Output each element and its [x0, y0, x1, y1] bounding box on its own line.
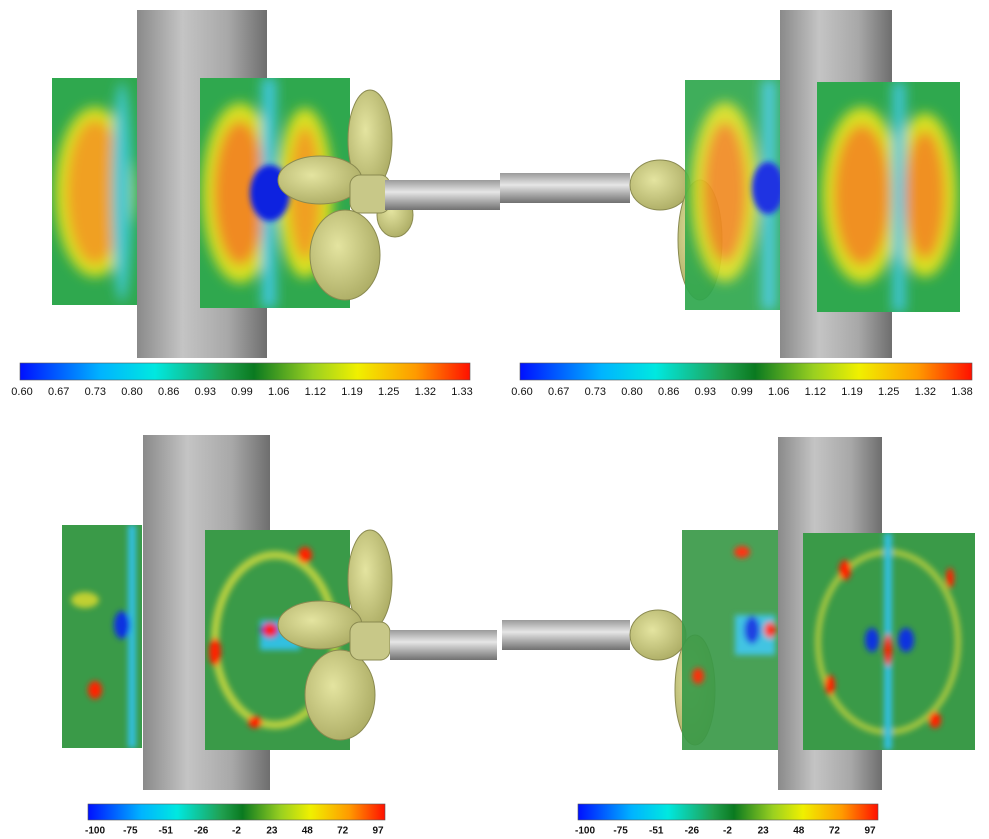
colorbar-tick-label: 1.38	[951, 386, 972, 398]
colorbar-tick-label: -51	[159, 826, 174, 837]
colorbar-tick-label: 1.25	[878, 386, 899, 398]
colorbar-tick-label: 1.12	[305, 386, 326, 398]
colorbar-tick-label: 0.60	[511, 386, 532, 398]
contour-panel	[817, 82, 960, 312]
colorbar-tick-label: 1.32	[915, 386, 936, 398]
colorbar-tick-label: 0.80	[621, 386, 642, 398]
colorbar-tick-label: 1.33	[451, 386, 472, 398]
colorbar-tick-label: 1.25	[378, 386, 399, 398]
colorbar-tick-label: 1.06	[768, 386, 789, 398]
colorbar-tick-label: 0.86	[158, 386, 179, 398]
shaft	[500, 173, 630, 203]
colorbar	[88, 804, 385, 820]
contour-panel	[52, 78, 140, 305]
colorbar-tick-label: 0.67	[548, 386, 569, 398]
colorbar-tick-label: 0.67	[48, 386, 69, 398]
colorbar-tick-label: 0.99	[731, 386, 752, 398]
colorbar	[20, 363, 470, 380]
contour-panel	[803, 533, 975, 750]
colorbar-tick-label: 1.12	[805, 386, 826, 398]
shaft	[390, 630, 497, 660]
contour-panel	[682, 530, 785, 750]
colorbar-tick-label: 23	[758, 826, 770, 837]
colorbar-tick-label: 72	[829, 826, 841, 837]
colorbar-tick-label: -100	[85, 826, 105, 837]
colorbar-tick-label: -2	[232, 826, 241, 837]
colorbar-tick-label: 1.32	[415, 386, 436, 398]
colorbar-tick-label: 0.73	[585, 386, 606, 398]
colorbar-tick-label: 0.93	[195, 386, 216, 398]
colorbar-tick-label: 72	[337, 826, 349, 837]
figure: 0.60 0.67 0.73 0.80 0.86 0.93 0.99 1.06 1.12 1.19…	[0, 0, 989, 839]
colorbar-tick-label: 0.99	[231, 386, 252, 398]
colorbar-tick-label: -26	[685, 826, 700, 837]
contour-panel	[62, 525, 142, 748]
colorbar-tick-label: -51	[649, 826, 664, 837]
shaft	[385, 180, 500, 210]
colorbar-tick-label: 48	[302, 826, 314, 837]
colorbar-tick-label: -75	[613, 826, 628, 837]
colorbar-tick-label: 0.60	[11, 386, 32, 398]
colorbar-tick-label: 48	[793, 826, 805, 837]
shaft	[502, 620, 630, 650]
colorbar-tick-label: 1.19	[841, 386, 862, 398]
colorbar-tick-label: 0.93	[695, 386, 716, 398]
colorbar-tick-label: 1.19	[341, 386, 362, 398]
colorbar-tick-label: 1.06	[268, 386, 289, 398]
colorbar-tick-label: 23	[266, 826, 278, 837]
colorbar-tick-label: -100	[575, 826, 595, 837]
colorbar-tick-label: 97	[372, 826, 384, 837]
page: 0.60 0.67 0.73 0.80 0.86 0.93 0.99 1.06 1.12 1.19…	[0, 0, 989, 839]
colorbar-tick-label: -75	[123, 826, 138, 837]
colorbar-tick-label: -26	[194, 826, 209, 837]
colorbar-tick-label: 0.73	[85, 386, 106, 398]
colorbar	[520, 363, 972, 380]
colorbar-tick-label: -2	[723, 826, 732, 837]
colorbar	[578, 804, 878, 820]
colorbar-tick-label: 0.86	[658, 386, 679, 398]
colorbar-tick-label: 97	[864, 826, 876, 837]
colorbar-tick-label: 0.80	[121, 386, 142, 398]
contour-panel	[685, 80, 785, 310]
